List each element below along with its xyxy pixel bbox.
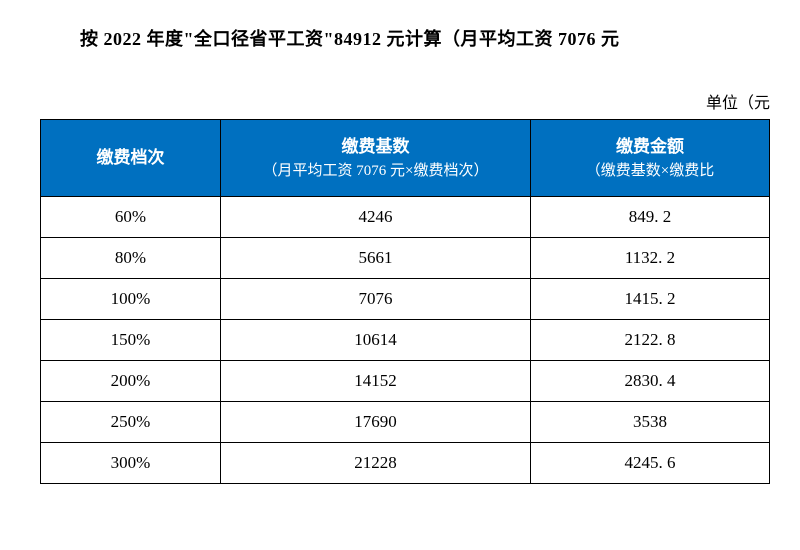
cell-tier: 150% [41,320,221,361]
cell-tier: 100% [41,279,221,320]
page-title: 按 2022 年度"全口径省平工资"84912 元计算（月平均工资 7076 元 [40,25,770,51]
unit-label: 单位（元 [40,89,770,113]
header-main: 缴费金额 [539,134,761,160]
cell-amount: 3538 [531,402,770,443]
fee-table: 缴费档次 缴费基数 （月平均工资 7076 元×缴费档次） 缴费金额 （缴费基数… [40,119,770,484]
table-row: 250% 17690 3538 [41,402,770,443]
table-row: 300% 21228 4245. 6 [41,443,770,484]
cell-amount: 2122. 8 [531,320,770,361]
cell-amount: 2830. 4 [531,361,770,402]
table-header: 缴费档次 缴费基数 （月平均工资 7076 元×缴费档次） 缴费金额 （缴费基数… [41,120,770,197]
cell-amount: 4245. 6 [531,443,770,484]
page-container: 按 2022 年度"全口径省平工资"84912 元计算（月平均工资 7076 元… [0,0,800,484]
cell-amount: 1415. 2 [531,279,770,320]
table-body: 60% 4246 849. 2 80% 5661 1132. 2 100% 70… [41,197,770,484]
table-row: 200% 14152 2830. 4 [41,361,770,402]
cell-tier: 80% [41,238,221,279]
header-main: 缴费基数 [229,134,522,160]
cell-base: 4246 [221,197,531,238]
table-row: 150% 10614 2122. 8 [41,320,770,361]
table-row: 80% 5661 1132. 2 [41,238,770,279]
cell-base: 14152 [221,361,531,402]
cell-base: 17690 [221,402,531,443]
cell-amount: 1132. 2 [531,238,770,279]
cell-tier: 60% [41,197,221,238]
header-cell-tier: 缴费档次 [41,120,221,197]
header-row: 缴费档次 缴费基数 （月平均工资 7076 元×缴费档次） 缴费金额 （缴费基数… [41,120,770,197]
cell-base: 21228 [221,443,531,484]
header-sub: （月平均工资 7076 元×缴费档次） [229,160,522,183]
cell-tier: 250% [41,402,221,443]
cell-base: 10614 [221,320,531,361]
cell-base: 5661 [221,238,531,279]
table-row: 100% 7076 1415. 2 [41,279,770,320]
cell-base: 7076 [221,279,531,320]
header-cell-amount: 缴费金额 （缴费基数×缴费比 [531,120,770,197]
header-main: 缴费档次 [49,145,212,171]
table-row: 60% 4246 849. 2 [41,197,770,238]
cell-tier: 300% [41,443,221,484]
cell-tier: 200% [41,361,221,402]
header-cell-base: 缴费基数 （月平均工资 7076 元×缴费档次） [221,120,531,197]
header-sub: （缴费基数×缴费比 [539,160,761,183]
cell-amount: 849. 2 [531,197,770,238]
